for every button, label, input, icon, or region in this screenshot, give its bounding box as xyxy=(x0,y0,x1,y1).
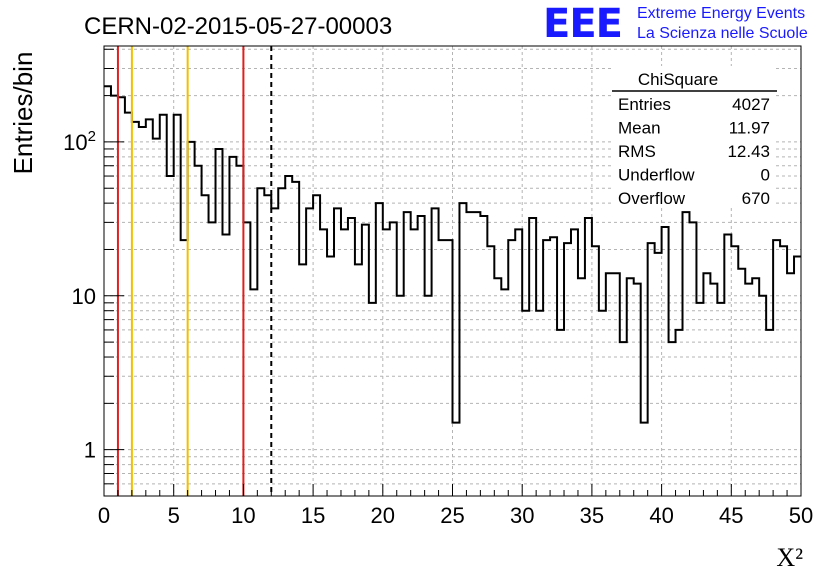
stats-label: Mean xyxy=(618,119,661,138)
chart-title: CERN-02-2015-05-27-00003 xyxy=(84,13,392,40)
x-tick-label: 30 xyxy=(510,503,534,528)
x-tick-label: 50 xyxy=(789,503,813,528)
x-tick-label: 25 xyxy=(440,503,464,528)
logo-line-2: La Scienza nelle Scuole xyxy=(637,25,808,42)
x-tick-label: 35 xyxy=(580,503,604,528)
y-tick-label: 10 xyxy=(72,284,96,309)
stats-value: 670 xyxy=(742,189,770,208)
x-axis-label: X² xyxy=(776,543,803,572)
stats-value: 4027 xyxy=(732,95,770,114)
stats-box: ChiSquare Entries 4027 Mean 11.97 RMS 12.43 Und… xyxy=(611,66,777,208)
stats-label: Entries xyxy=(618,95,671,114)
stats-label: RMS xyxy=(618,142,656,161)
x-tick-label: 0 xyxy=(98,503,110,528)
y-tick-label: 1 xyxy=(84,438,96,463)
x-tick-label: 40 xyxy=(649,503,673,528)
x-tick-label: 15 xyxy=(301,503,325,528)
histogram-step-line xyxy=(104,85,801,424)
x-tick-label: 5 xyxy=(168,503,180,528)
y-axis-label: Entries/bin xyxy=(8,52,38,175)
threshold-lines xyxy=(116,46,273,496)
eee-logo: EEE Extreme Energy Events La Scienza nel… xyxy=(543,2,833,46)
stats-label: Underflow xyxy=(618,166,695,185)
logo-line-1: Extreme Energy Events xyxy=(637,5,806,22)
x-tick-label: 20 xyxy=(371,503,395,528)
histogram-bars xyxy=(104,85,801,424)
stats-value: 0 xyxy=(761,166,770,185)
eee-logo-mark: EEE xyxy=(543,1,623,47)
x-tick-label: 10 xyxy=(231,503,255,528)
stats-label: Overflow xyxy=(618,189,686,208)
stats-value: 11.97 xyxy=(729,119,770,138)
x-tick-label: 45 xyxy=(719,503,743,528)
stats-title: ChiSquare xyxy=(638,70,718,89)
stats-box-bg xyxy=(611,66,776,206)
stats-value: 12.43 xyxy=(727,142,770,161)
